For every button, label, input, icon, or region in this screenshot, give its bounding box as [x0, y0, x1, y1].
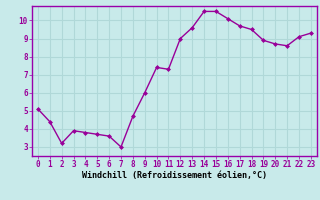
X-axis label: Windchill (Refroidissement éolien,°C): Windchill (Refroidissement éolien,°C) [82, 171, 267, 180]
